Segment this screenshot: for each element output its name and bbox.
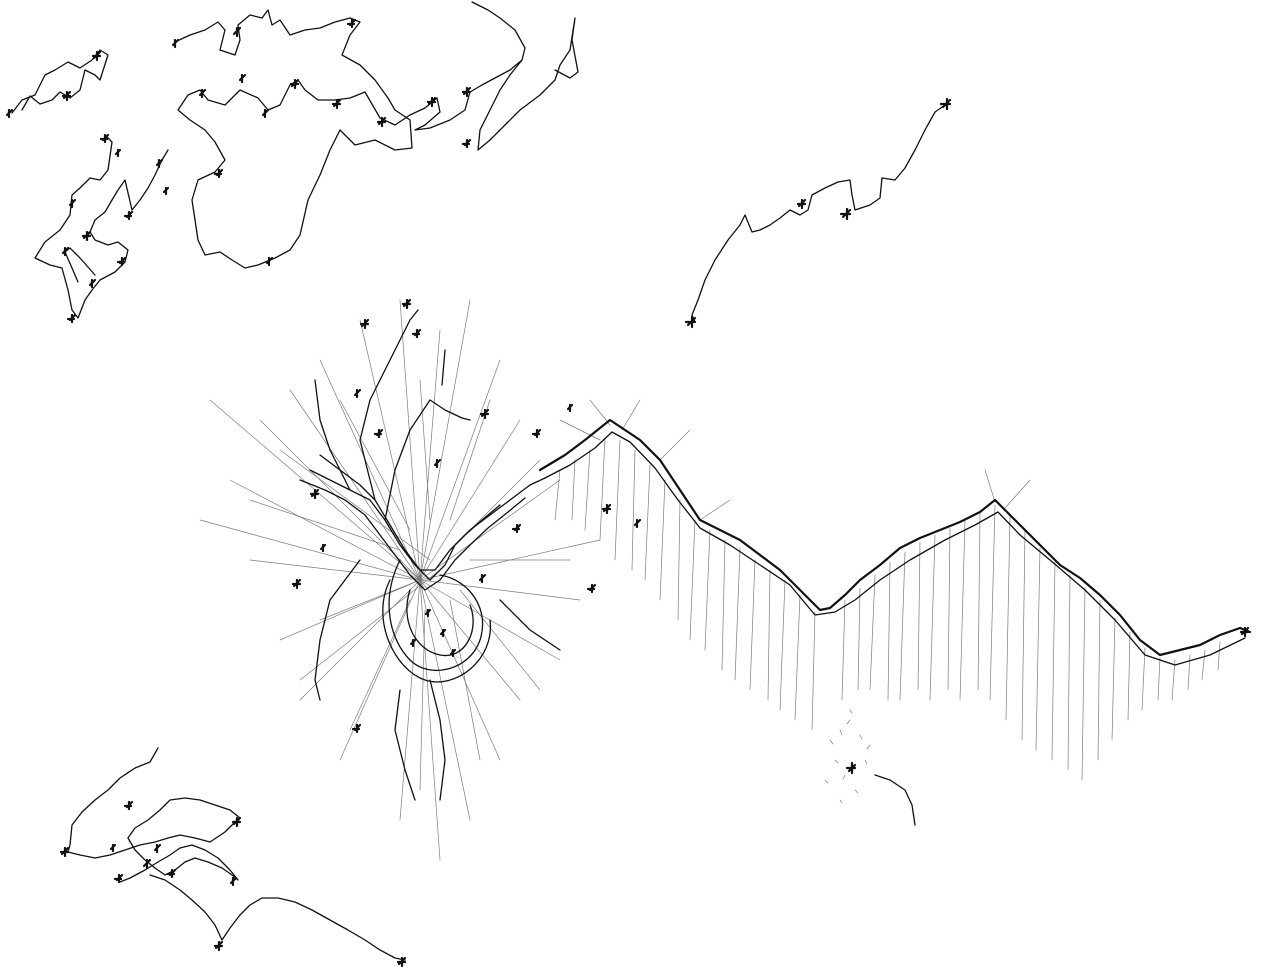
scribble-path-f (64, 247, 96, 283)
star-marks-bottom-left (59, 800, 407, 968)
small-scatter-bottom (824, 709, 916, 826)
mountain-hatching (554, 399, 1221, 781)
scribble-path-d (477, 17, 579, 151)
loose-stroke (429, 349, 471, 421)
dark-core-strokes (299, 309, 561, 801)
scatter-line (874, 774, 916, 826)
scribble-path-g (691, 104, 946, 323)
scribble-path-j (149, 874, 406, 961)
edge-star (1239, 626, 1250, 638)
star-marks-top-left (5, 18, 472, 324)
scribble-path-i (119, 837, 239, 883)
dense-scribble-mass (199, 298, 642, 861)
scatter-star (845, 761, 857, 775)
scatter-dots (824, 709, 871, 804)
mountain-range (538, 399, 1252, 781)
top-right-scribble (684, 97, 952, 329)
scribble-path-h (67, 747, 241, 859)
star-marks-top-right (684, 97, 952, 329)
radiating-strokes (199, 299, 601, 861)
scribble-path-b (174, 9, 413, 269)
scribble-path-a (11, 49, 109, 114)
ridge-line (538, 418, 1252, 657)
top-left-scribble-cluster (5, 1, 579, 324)
bottom-left-scribble-cluster (59, 747, 407, 968)
ridge-line-2 (544, 431, 1246, 666)
scribble-path-e (34, 134, 169, 319)
star-marks-mass (291, 298, 642, 734)
scribble-path-c (334, 1, 526, 131)
